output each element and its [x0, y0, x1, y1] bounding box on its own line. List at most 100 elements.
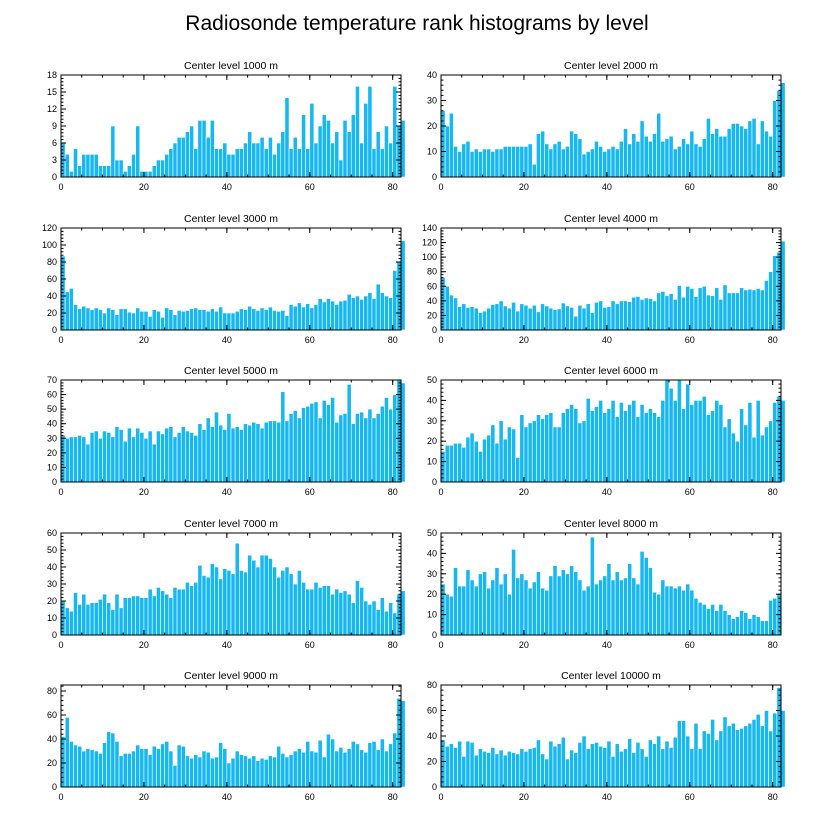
bar	[151, 309, 157, 331]
bar	[226, 154, 232, 178]
bar	[131, 312, 136, 331]
y-tick-label: 20	[427, 757, 437, 767]
y-tick-label: 100	[42, 240, 57, 250]
bar	[494, 148, 500, 178]
bar	[515, 753, 521, 788]
bar	[363, 295, 369, 331]
bar	[656, 292, 662, 331]
bar	[243, 309, 248, 331]
bar	[309, 403, 315, 483]
bar	[64, 291, 70, 331]
panel-title: Center level 6000 m	[564, 365, 658, 377]
bar	[127, 753, 132, 788]
x-tick-label: 80	[768, 792, 778, 802]
bar	[465, 740, 471, 788]
x-tick-label: 20	[519, 640, 529, 650]
bar	[565, 146, 570, 178]
bar	[668, 747, 674, 788]
bar	[643, 297, 649, 331]
bar	[135, 125, 141, 178]
bar	[478, 451, 483, 483]
bar	[482, 310, 487, 331]
bar	[610, 400, 616, 483]
bar	[544, 589, 550, 636]
bar	[259, 307, 265, 331]
bar	[706, 414, 711, 483]
bar	[342, 590, 348, 636]
bar	[639, 120, 645, 178]
bar	[486, 752, 492, 788]
bar	[614, 571, 620, 636]
bar	[185, 430, 190, 483]
bar	[176, 432, 182, 483]
bar	[565, 573, 570, 636]
y-tick-label: 60	[427, 281, 437, 291]
y-tick-label: 15	[47, 87, 57, 97]
bar	[706, 733, 711, 788]
x-tick-label: 60	[305, 487, 315, 497]
bar	[490, 424, 496, 483]
bar	[139, 432, 145, 483]
bar	[652, 412, 657, 483]
bar	[681, 408, 686, 483]
bar	[160, 316, 165, 331]
y-tick-label: 30	[427, 96, 437, 106]
bar	[523, 750, 529, 788]
bar	[635, 296, 641, 331]
x-tick-label: 60	[305, 792, 315, 802]
bar	[531, 304, 537, 331]
bar	[135, 307, 141, 331]
x-tick-label: 0	[58, 335, 63, 345]
y-tick-label: 9	[52, 121, 57, 131]
bar	[317, 587, 323, 636]
bar	[618, 750, 624, 788]
bar	[635, 416, 641, 483]
x-tick-label: 40	[222, 182, 232, 192]
bar	[77, 604, 83, 636]
bar	[98, 165, 103, 178]
bar	[768, 730, 774, 788]
bar	[672, 400, 678, 483]
bar	[540, 418, 545, 483]
bar	[127, 597, 132, 636]
bar	[602, 307, 608, 331]
bar	[317, 298, 323, 331]
bar	[326, 120, 331, 178]
bar	[355, 580, 360, 636]
bar	[573, 408, 579, 483]
bar	[594, 742, 599, 788]
bar	[292, 410, 298, 483]
bar	[197, 309, 203, 331]
bar	[384, 295, 389, 331]
bar	[301, 407, 306, 483]
bar	[359, 587, 364, 636]
bar	[313, 581, 319, 636]
x-tick-label: 40	[602, 182, 612, 192]
y-tick-label: 60	[427, 706, 437, 716]
bar	[614, 743, 620, 788]
bar	[764, 130, 769, 178]
bar	[473, 148, 479, 178]
bar	[338, 592, 344, 636]
bar	[627, 301, 633, 331]
bar	[540, 753, 545, 788]
bar	[465, 436, 471, 483]
bar	[544, 305, 550, 331]
bar	[560, 736, 566, 788]
bar	[780, 400, 786, 483]
bar	[305, 405, 311, 483]
bar	[114, 741, 120, 788]
bar	[234, 148, 240, 178]
bar	[461, 447, 467, 483]
y-tick-label: 40	[427, 548, 437, 558]
y-tick-label: 80	[47, 257, 57, 267]
bar	[697, 400, 703, 483]
bar	[118, 308, 124, 331]
bar	[214, 148, 219, 178]
x-tick-label: 0	[438, 335, 443, 345]
bar	[234, 542, 240, 636]
bar	[301, 114, 306, 178]
bar	[89, 749, 95, 788]
bar	[334, 131, 340, 178]
bar	[243, 142, 248, 178]
